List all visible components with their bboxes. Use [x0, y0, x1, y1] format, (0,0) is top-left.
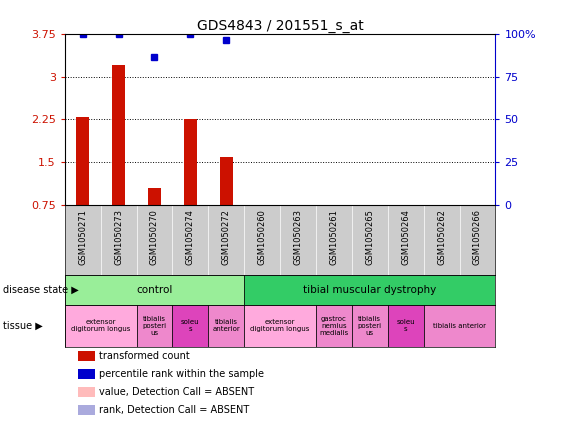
Text: extensor
digitorum longus: extensor digitorum longus — [71, 319, 130, 332]
Text: extensor
digitorum longus: extensor digitorum longus — [251, 319, 310, 332]
Text: tissue ▶: tissue ▶ — [3, 321, 43, 331]
Text: tibialis
posteri
us: tibialis posteri us — [142, 316, 167, 336]
Bar — [78, 351, 95, 361]
Text: tibial muscular dystrophy: tibial muscular dystrophy — [303, 285, 436, 295]
Bar — [148, 188, 161, 205]
Text: GSM1050263: GSM1050263 — [293, 209, 302, 265]
Bar — [244, 275, 495, 305]
Bar — [78, 369, 95, 379]
Text: percentile rank within the sample: percentile rank within the sample — [99, 369, 264, 379]
Bar — [112, 65, 125, 205]
Text: GSM1050265: GSM1050265 — [365, 209, 374, 264]
Text: GSM1050264: GSM1050264 — [401, 209, 410, 264]
Bar — [78, 387, 95, 397]
Text: GSM1050271: GSM1050271 — [78, 209, 87, 264]
Text: GSM1050270: GSM1050270 — [150, 209, 159, 264]
Bar — [172, 305, 208, 347]
Bar — [388, 305, 424, 347]
Text: tibialis
posteri
us: tibialis posteri us — [358, 316, 382, 336]
Text: transformed count: transformed count — [99, 351, 190, 361]
Text: disease state ▶: disease state ▶ — [3, 285, 79, 295]
Bar — [78, 405, 95, 415]
Text: GSM1050274: GSM1050274 — [186, 209, 195, 264]
Text: GSM1050262: GSM1050262 — [437, 209, 446, 264]
Text: gastroc
nemius
medialis: gastroc nemius medialis — [319, 316, 348, 336]
Text: GSM1050261: GSM1050261 — [329, 209, 338, 264]
Text: soleu
s: soleu s — [396, 319, 415, 332]
Bar — [208, 305, 244, 347]
Text: GSM1050266: GSM1050266 — [473, 209, 482, 265]
Text: value, Detection Call = ABSENT: value, Detection Call = ABSENT — [99, 387, 254, 397]
Bar — [424, 305, 495, 347]
Text: rank, Detection Call = ABSENT: rank, Detection Call = ABSENT — [99, 405, 249, 415]
Bar — [65, 305, 137, 347]
Text: control: control — [136, 285, 173, 295]
Bar — [184, 120, 196, 205]
Bar — [65, 275, 244, 305]
Bar — [220, 157, 233, 205]
Text: GSM1050260: GSM1050260 — [258, 209, 267, 264]
Text: GSM1050273: GSM1050273 — [114, 209, 123, 265]
Text: GSM1050272: GSM1050272 — [222, 209, 231, 264]
Text: tibialis anterior: tibialis anterior — [433, 323, 486, 329]
Title: GDS4843 / 201551_s_at: GDS4843 / 201551_s_at — [196, 19, 364, 33]
Bar — [352, 305, 388, 347]
Bar — [77, 117, 89, 205]
Bar — [137, 305, 172, 347]
Text: soleu
s: soleu s — [181, 319, 200, 332]
Bar — [244, 305, 316, 347]
Bar — [316, 305, 352, 347]
Text: tibialis
anterior: tibialis anterior — [212, 319, 240, 332]
